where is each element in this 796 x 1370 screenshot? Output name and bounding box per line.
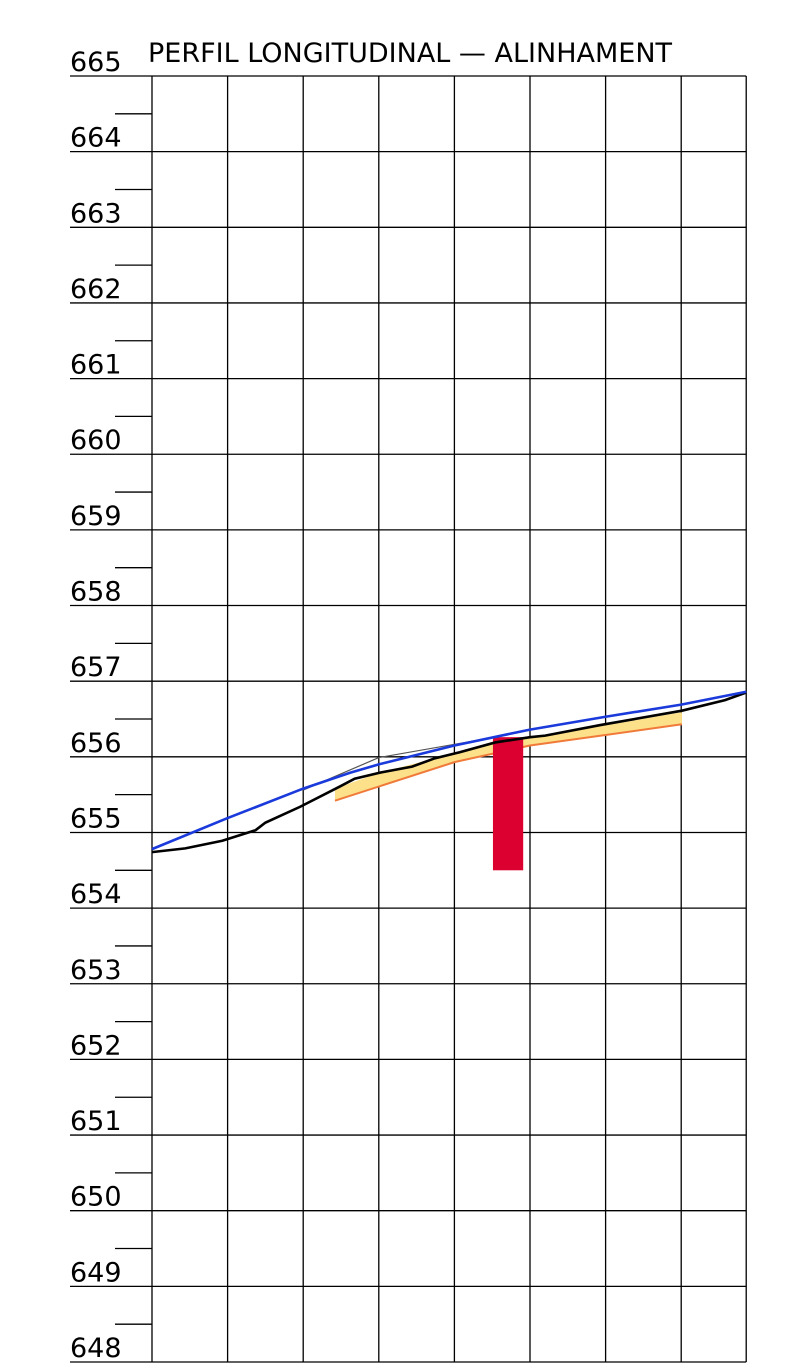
y-tick-label: 654 bbox=[70, 879, 122, 910]
profile-line bbox=[151, 690, 747, 851]
y-tick-label: 659 bbox=[70, 501, 122, 532]
red-bar bbox=[492, 737, 524, 871]
band-area bbox=[334, 712, 682, 801]
y-tick-label: 653 bbox=[70, 955, 122, 986]
y-tick-label: 648 bbox=[70, 1333, 122, 1364]
y-tick-label: 652 bbox=[70, 1030, 122, 1061]
y-tick-label: 655 bbox=[70, 803, 122, 834]
profile-line bbox=[302, 736, 496, 791]
chart-title: PERFIL LONGITUDINAL — ALINHAMENT bbox=[148, 38, 673, 69]
y-tick-label: 657 bbox=[70, 652, 122, 683]
profile-line bbox=[151, 691, 747, 854]
y-tick-label: 663 bbox=[70, 198, 122, 229]
y-tick-label: 649 bbox=[70, 1257, 122, 1288]
y-tick-label: 651 bbox=[70, 1106, 122, 1137]
y-tick-label: 664 bbox=[70, 123, 122, 154]
y-tick-label: 665 bbox=[70, 47, 122, 78]
y-tick-label: 660 bbox=[70, 425, 122, 456]
y-tick-label: 656 bbox=[70, 728, 122, 759]
y-tick-label: 662 bbox=[70, 274, 122, 305]
band-edge bbox=[334, 723, 683, 802]
y-tick-label: 650 bbox=[70, 1182, 122, 1213]
y-tick-label: 658 bbox=[70, 577, 122, 608]
y-tick-label: 661 bbox=[70, 350, 122, 381]
